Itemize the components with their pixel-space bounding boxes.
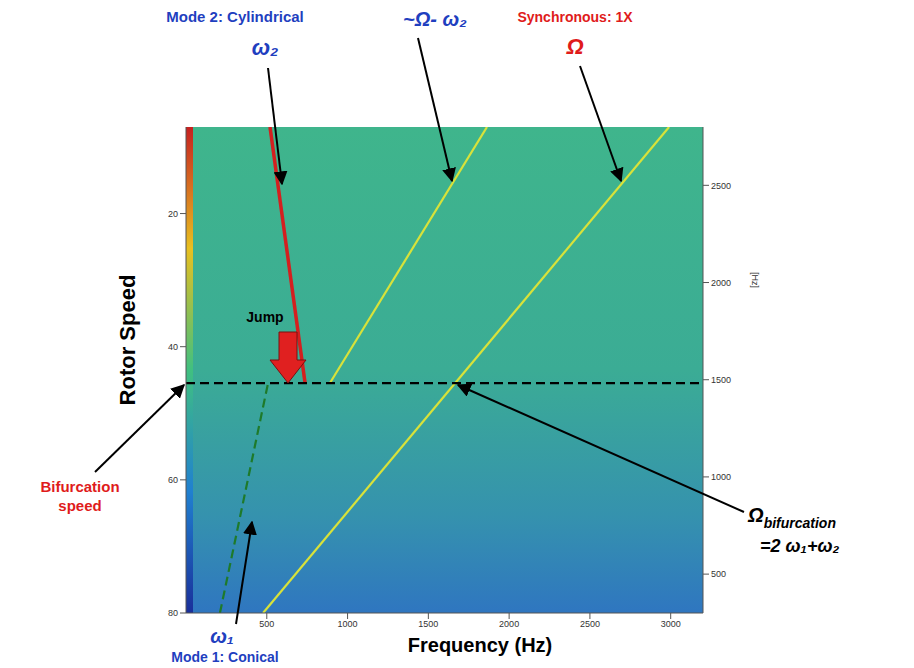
svg-text:~Ω- ω₂: ~Ω- ω₂ <box>403 8 467 30</box>
svg-text:1500: 1500 <box>711 375 731 385</box>
svg-text:2500: 2500 <box>711 181 731 191</box>
svg-text:Ω: Ω <box>565 34 583 59</box>
svg-text:ω₂: ω₂ <box>252 35 279 60</box>
svg-text:=2 ω₁+ω₂: =2 ω₁+ω₂ <box>760 536 839 556</box>
svg-text:500: 500 <box>259 619 274 629</box>
svg-text:3000: 3000 <box>661 619 681 629</box>
svg-text:1500: 1500 <box>418 619 438 629</box>
svg-text:Mode 2: Cylindrical: Mode 2: Cylindrical <box>166 8 304 25</box>
svg-text:2000: 2000 <box>711 278 731 288</box>
svg-text:20: 20 <box>168 209 178 219</box>
svg-text:Ωbifurcation: Ωbifurcation <box>747 504 836 531</box>
svg-text:1000: 1000 <box>711 472 731 482</box>
svg-text:Frequency (Hz): Frequency (Hz) <box>408 634 552 656</box>
svg-text:500: 500 <box>711 569 726 579</box>
svg-text:60: 60 <box>168 475 178 485</box>
svg-text:ω₁: ω₁ <box>210 625 234 647</box>
svg-text:Jump: Jump <box>246 309 283 325</box>
svg-text:Synchronous: 1X: Synchronous: 1X <box>517 9 633 25</box>
svg-text:80: 80 <box>168 608 178 618</box>
svg-text:Mode 1: Conical: Mode 1: Conical <box>171 649 278 665</box>
svg-text:Rotor Speed: Rotor Speed <box>115 275 140 406</box>
svg-text:2500: 2500 <box>580 619 600 629</box>
svg-text:2000: 2000 <box>499 619 519 629</box>
svg-text:Bifurcationspeed: Bifurcationspeed <box>40 478 119 514</box>
svg-text:1000: 1000 <box>338 619 358 629</box>
svg-text:[Hz]: [Hz] <box>750 272 760 288</box>
svg-text:40: 40 <box>168 342 178 352</box>
